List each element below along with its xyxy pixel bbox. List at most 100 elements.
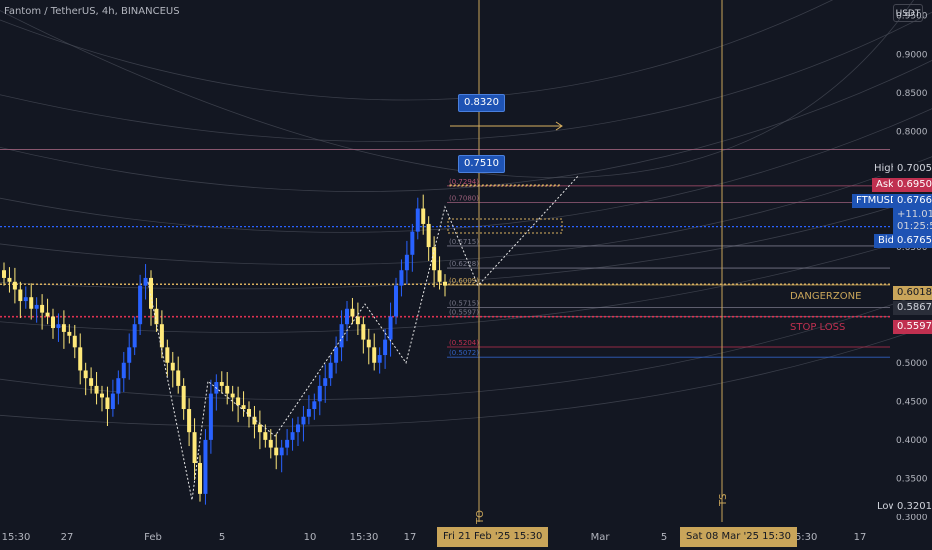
fib-label-0: (0.7294) — [449, 178, 479, 186]
candle-body-11 — [61, 324, 66, 332]
stop-loss-value: 0.5597 — [893, 320, 932, 334]
candle-body-54 — [296, 424, 300, 433]
candle-body-32 — [176, 370, 181, 386]
x-tick-label-9: 15:30 — [789, 532, 818, 543]
candle-body-47 — [257, 424, 262, 433]
candle-body-71 — [388, 316, 393, 340]
candle-body-76 — [415, 208, 420, 232]
candle-body-66 — [361, 324, 366, 340]
candle-body-72 — [394, 285, 398, 317]
change-percent: +11.01% — [893, 208, 932, 222]
candle-body-31 — [170, 362, 175, 371]
candle-body-24 — [132, 324, 137, 348]
y-tick-label-1: 0.9000 — [896, 50, 928, 60]
dangerzone-label: DANGERZONE — [790, 291, 862, 302]
x-tick-label-1: 27 — [61, 532, 74, 543]
high-value: 0.7005 — [893, 162, 932, 176]
candle-body-68 — [372, 347, 377, 363]
x-tick-label-6: 17 — [404, 532, 417, 543]
candle-body-37 — [203, 439, 208, 494]
candle-body-34 — [187, 409, 192, 433]
currency-selector[interactable]: USDT — [893, 4, 923, 22]
candle-body-9 — [51, 316, 55, 329]
fib-label-5: (0.5715) — [449, 300, 479, 308]
y-tick-label-0: 0.9500 — [896, 12, 928, 22]
fib-label-4: (0.6009) — [449, 277, 479, 285]
y-tick-label-3: 0.8000 — [896, 127, 928, 137]
candle-body-40 — [219, 382, 224, 386]
candle-body-52 — [285, 439, 290, 448]
candle-body-73 — [399, 270, 404, 286]
x-tick-label-2: Feb — [144, 532, 162, 543]
candle-body-30 — [165, 347, 170, 363]
candle-body-14 — [78, 347, 83, 371]
fan-arc-9 — [0, 324, 932, 427]
candle-body-51 — [279, 447, 284, 456]
candle-body-2 — [12, 281, 17, 290]
candle-body-53 — [290, 432, 295, 440]
x-tick-label-8: 5 — [661, 532, 667, 543]
candle-body-6 — [34, 304, 39, 309]
candle-body-49 — [268, 439, 273, 448]
candle-body-65 — [355, 316, 360, 325]
fib-label-8: (0.5072) — [449, 349, 479, 357]
candle-body-10 — [56, 324, 61, 329]
candle-body-28 — [154, 308, 159, 325]
candle-body-7 — [40, 304, 45, 313]
candle-body-74 — [404, 254, 409, 271]
y-tick-label-11: 0.3000 — [896, 513, 928, 523]
candle-body-25 — [138, 285, 143, 325]
candle-body-64 — [350, 308, 355, 317]
x-tick-label-4: 10 — [304, 532, 317, 543]
candle-countdown: 01:25:57 — [893, 220, 932, 234]
fan-arc-2 — [0, 11, 932, 142]
target-line-lower — [449, 184, 561, 187]
candle-body-62 — [339, 324, 344, 348]
candle-body-29 — [159, 324, 164, 348]
candle-body-70 — [383, 339, 388, 356]
candle-body-79 — [432, 247, 437, 271]
x-tick-label-3: 5 — [219, 532, 225, 543]
candle-body-22 — [121, 362, 126, 379]
candle-body-63 — [345, 308, 349, 325]
candle-body-41 — [225, 385, 230, 394]
x-tick-label-10: 17 — [854, 532, 867, 543]
candle-body-75 — [410, 231, 415, 255]
candle-body-17 — [94, 385, 99, 394]
y-tick-label-9: 0.4000 — [896, 436, 928, 446]
candle-body-23 — [127, 347, 132, 363]
low-value: 0.3201 — [893, 500, 932, 514]
target-callout-lower: 0.7510 — [458, 155, 505, 173]
fan-arc-4 — [0, 108, 932, 233]
candle-body-78 — [426, 223, 431, 248]
chart-title: Fantom / TetherUS, 4h, BINANCEUS — [4, 6, 180, 17]
candle-body-3 — [18, 289, 23, 302]
fib-label-3: (0.6228) — [449, 260, 479, 268]
candle-body-13 — [72, 335, 77, 348]
candle-body-1 — [7, 277, 12, 282]
zigzag-pattern — [147, 175, 579, 501]
bid-label: Bid — [874, 234, 898, 248]
fib-label-2: (0.6715) — [449, 238, 479, 246]
candle-body-15 — [83, 370, 88, 379]
candle-body-12 — [67, 331, 72, 336]
candle-body-18 — [100, 393, 104, 398]
candle-body-50 — [274, 447, 279, 456]
candle-body-4 — [23, 297, 28, 302]
candle-body-48 — [263, 432, 268, 440]
candle-body-57 — [312, 401, 317, 410]
candle-body-20 — [110, 393, 115, 410]
y-tick-label-2: 0.8500 — [896, 89, 928, 99]
candle-body-58 — [317, 385, 322, 402]
candle-body-33 — [181, 385, 186, 410]
candle-body-67 — [366, 339, 371, 348]
bid-value: 0.6765 — [893, 234, 932, 248]
stop-loss-label: STOP LOSS — [790, 322, 846, 333]
x-tick-label-5: 15:30 — [350, 532, 379, 543]
candle-body-38 — [208, 393, 213, 440]
candle-body-21 — [116, 378, 121, 394]
candle-body-81 — [443, 281, 447, 286]
candle-body-59 — [323, 378, 328, 386]
